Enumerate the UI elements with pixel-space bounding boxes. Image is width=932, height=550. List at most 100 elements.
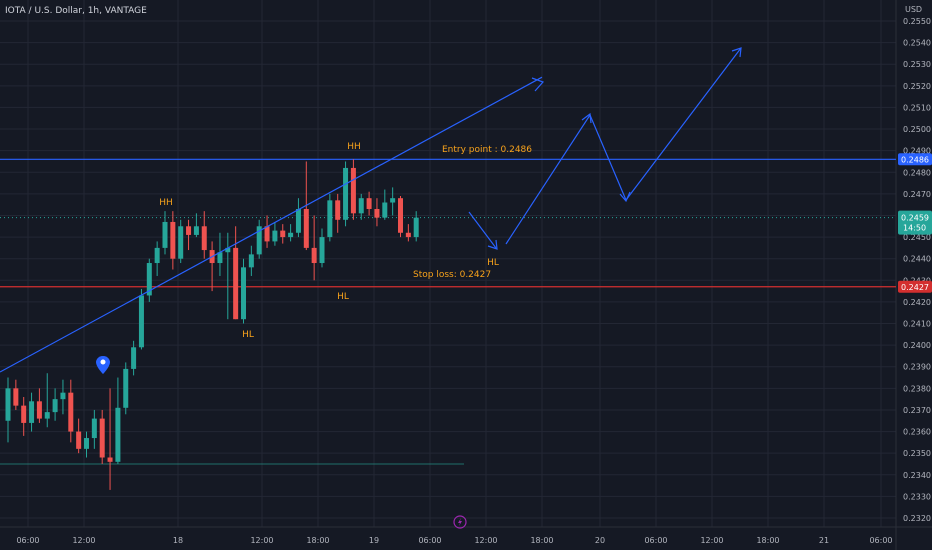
candle-body[interactable] — [76, 431, 82, 449]
projection-arrowhead — [487, 239, 498, 250]
candle-body[interactable] — [21, 405, 27, 423]
trendline-arrowhead — [531, 77, 545, 92]
y-tick-label: 0.2390 — [903, 363, 931, 372]
candle-body[interactable] — [52, 399, 58, 413]
x-tick-label: 12:00 — [700, 536, 723, 545]
candle-body[interactable] — [295, 208, 301, 233]
higher-low-label: HL — [337, 292, 349, 302]
candle-body[interactable] — [398, 198, 403, 233]
grid — [0, 0, 896, 527]
candle-body[interactable] — [138, 295, 144, 348]
candle-body[interactable] — [358, 198, 364, 214]
candle-body[interactable] — [186, 226, 192, 235]
y-tick-label: 0.2320 — [903, 514, 931, 523]
candle-body[interactable] — [60, 392, 66, 400]
y-tick-label: 0.2400 — [903, 341, 931, 350]
candle-body[interactable] — [335, 200, 341, 220]
projection-arrowhead — [619, 191, 631, 203]
candle-body[interactable] — [248, 254, 254, 268]
x-tick-label: 18:00 — [756, 536, 779, 545]
y-tick-label: 0.2520 — [903, 82, 931, 91]
candle-body[interactable] — [162, 221, 168, 248]
x-tick-label: 12:00 — [474, 536, 497, 545]
x-tick-label: 12:00 — [250, 536, 273, 545]
y-tick-label: 0.2410 — [903, 320, 931, 329]
candle-body[interactable] — [272, 230, 278, 242]
y-tick-label: 0.2330 — [903, 492, 931, 501]
x-tick-label: 21 — [819, 536, 829, 545]
candle-body[interactable] — [13, 388, 19, 406]
y-tick-label: 0.2420 — [903, 298, 931, 307]
candle-body[interactable] — [36, 401, 42, 419]
candle-body[interactable] — [131, 347, 137, 369]
y-tick-label: 0.2530 — [903, 60, 931, 69]
x-tick-label: 18:00 — [306, 536, 329, 545]
candle-body[interactable] — [225, 247, 231, 253]
higher-high-label: HH — [347, 142, 361, 152]
candle-body[interactable] — [366, 198, 372, 209]
candle-body[interactable] — [123, 368, 129, 408]
y-tick-label: 0.2550 — [903, 17, 931, 26]
candle-body[interactable] — [319, 237, 325, 264]
y-tick-label: 0.2370 — [903, 406, 931, 415]
candle-body[interactable] — [217, 252, 223, 264]
candle-body[interactable] — [5, 388, 11, 421]
candle-body[interactable] — [413, 217, 419, 238]
candle-body[interactable] — [280, 230, 286, 238]
candle-body[interactable] — [178, 226, 184, 259]
stop-price-badge: 0.2427 — [901, 283, 929, 292]
symbol-title: IOTA / U.S. Dollar, 1h, VANTAGE — [5, 6, 147, 16]
candle-body[interactable] — [154, 247, 160, 264]
candle-body[interactable] — [374, 208, 380, 218]
y-tick-label: 0.2510 — [903, 103, 931, 112]
candle-body[interactable] — [288, 232, 294, 238]
lightning-bolt — [458, 518, 462, 526]
candle-body[interactable] — [350, 167, 356, 214]
candle-body[interactable] — [44, 412, 50, 419]
countdown-badge: 14:50 — [903, 224, 926, 233]
candle-body[interactable] — [107, 457, 113, 462]
candle-body[interactable] — [256, 226, 262, 255]
y-tick-label: 0.2490 — [903, 147, 931, 156]
candle-body[interactable] — [115, 407, 121, 462]
candle-body[interactable] — [264, 226, 270, 242]
candle-body[interactable] — [84, 438, 89, 449]
entry-point-label: Entry point : 0.2486 — [442, 145, 532, 155]
candle-body[interactable] — [382, 202, 388, 218]
y-tick-label: 0.2380 — [903, 384, 931, 393]
candle-body[interactable] — [233, 247, 239, 320]
candle-body[interactable] — [327, 200, 333, 238]
pin-shape — [96, 356, 110, 374]
candle-body[interactable] — [91, 418, 97, 439]
candle-body[interactable] — [241, 267, 246, 320]
candle-body[interactable] — [146, 263, 152, 296]
lightning-ring — [453, 515, 467, 529]
pin-dot — [100, 359, 106, 365]
candle-body[interactable] — [343, 167, 349, 220]
currency-label: USD — [905, 5, 922, 14]
candle-body[interactable] — [99, 418, 105, 458]
candle-body[interactable] — [405, 232, 411, 238]
candle-body[interactable] — [170, 221, 176, 259]
candle-body[interactable] — [201, 226, 207, 251]
x-tick-label: 18:00 — [530, 536, 553, 545]
last-price-badge-bg — [898, 210, 932, 235]
projection-arrowhead — [581, 112, 592, 124]
candle-body[interactable] — [303, 208, 309, 248]
candle-body[interactable] — [311, 247, 317, 264]
projection-path[interactable] — [505, 47, 742, 245]
candle-body[interactable] — [193, 226, 199, 235]
y-tick-label: 0.2500 — [903, 125, 931, 134]
x-tick-label: 06:00 — [869, 536, 892, 545]
trendline[interactable] — [0, 76, 543, 373]
higher-low-label: HL — [242, 330, 254, 340]
candle-body[interactable] — [68, 392, 74, 432]
lightning-icon[interactable] — [453, 515, 467, 529]
candle-body[interactable] — [29, 401, 35, 423]
stop-loss-label: Stop loss: 0.2427 — [413, 270, 491, 280]
candle-body[interactable] — [390, 198, 396, 203]
location-pin-icon[interactable] — [96, 356, 110, 374]
y-tick-label: 0.2470 — [903, 190, 931, 199]
